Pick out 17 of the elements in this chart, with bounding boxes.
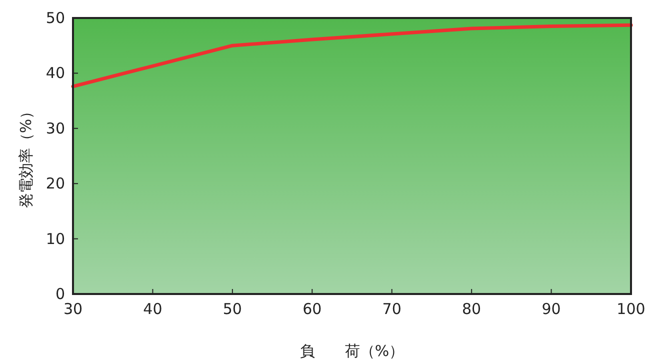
y-tick-label: 10 [46, 230, 65, 248]
y-tick-label: 0 [55, 285, 65, 303]
y-tick-label: 40 [46, 64, 65, 82]
y-tick-label: 30 [46, 119, 65, 138]
x-axis-title: 負 荷（%） [300, 342, 404, 360]
x-tick-label: 30 [63, 300, 83, 318]
x-tick-label: 90 [542, 300, 561, 318]
y-tick-label: 50 [46, 9, 65, 27]
line-series [71, 23, 633, 88]
y-axis-title: 発電効率（%） [17, 104, 35, 208]
x-tick-label: 80 [462, 300, 482, 318]
y-tick-label: 20 [46, 174, 65, 193]
x-tick-label: 70 [382, 300, 402, 318]
x-tick-label: 50 [222, 300, 242, 318]
x-tick-label: 100 [616, 300, 646, 318]
x-tick-label: 40 [143, 300, 162, 318]
x-tick-label: 60 [302, 300, 322, 318]
